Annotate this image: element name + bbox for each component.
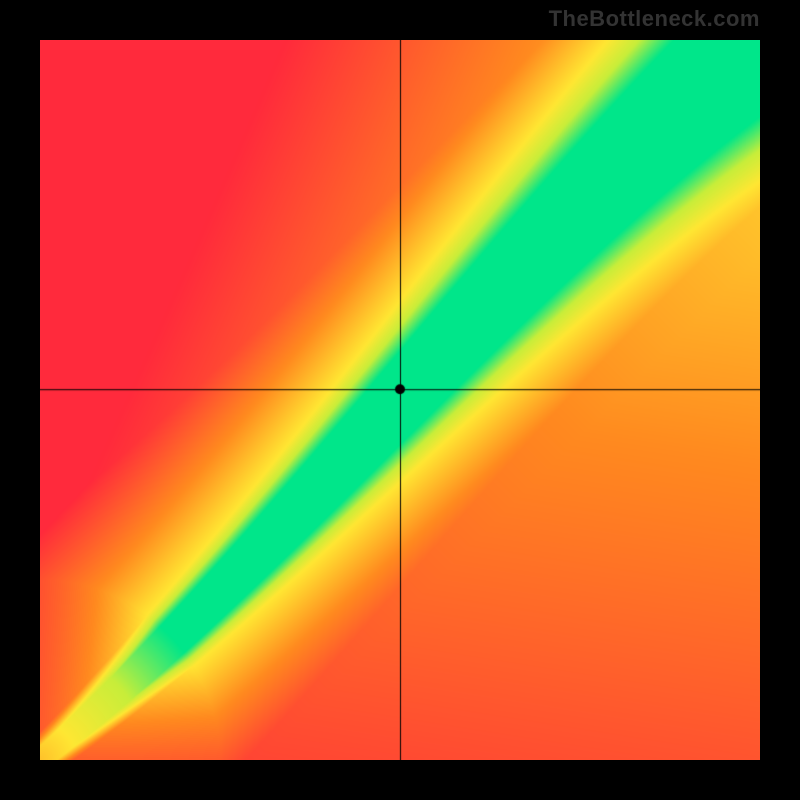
bottleneck-heatmap — [40, 40, 760, 760]
chart-container: TheBottleneck.com — [0, 0, 800, 800]
watermark-text: TheBottleneck.com — [549, 6, 760, 32]
